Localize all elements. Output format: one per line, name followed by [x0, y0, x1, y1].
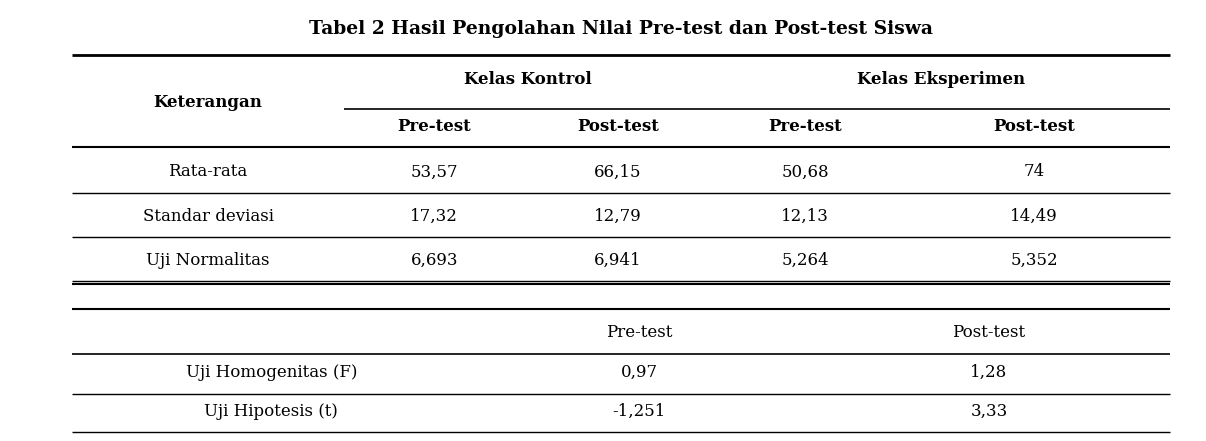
- Text: 14,49: 14,49: [1011, 208, 1058, 224]
- Text: Pre-test: Pre-test: [397, 118, 472, 135]
- Text: 1,28: 1,28: [971, 364, 1007, 381]
- Text: Uji Hipotesis (t): Uji Hipotesis (t): [204, 403, 339, 419]
- Text: 74: 74: [1024, 164, 1044, 180]
- Text: 12,13: 12,13: [781, 208, 829, 224]
- Text: Kelas Kontrol: Kelas Kontrol: [464, 71, 591, 88]
- Text: 5,352: 5,352: [1011, 252, 1058, 269]
- Text: 66,15: 66,15: [595, 164, 642, 180]
- Text: 3,33: 3,33: [971, 403, 1007, 419]
- Text: 6,693: 6,693: [410, 252, 458, 269]
- Text: Tabel 2 Hasil Pengolahan Nilai Pre-test dan Post-test Siswa: Tabel 2 Hasil Pengolahan Nilai Pre-test …: [309, 20, 933, 37]
- Text: 0,97: 0,97: [621, 364, 657, 381]
- Text: Post-test: Post-test: [953, 325, 1025, 341]
- Text: Kelas Eksperimen: Kelas Eksperimen: [856, 71, 1025, 88]
- Text: 50,68: 50,68: [781, 164, 829, 180]
- Text: Pre-test: Pre-test: [605, 325, 673, 341]
- Text: Keterangan: Keterangan: [153, 94, 263, 111]
- Text: 5,264: 5,264: [781, 252, 829, 269]
- Text: 6,941: 6,941: [595, 252, 642, 269]
- Text: Pre-test: Pre-test: [768, 118, 842, 135]
- Text: Post-test: Post-test: [578, 118, 658, 135]
- Text: 12,79: 12,79: [595, 208, 642, 224]
- Text: -1,251: -1,251: [613, 403, 666, 419]
- Text: Uji Normalitas: Uji Normalitas: [146, 252, 270, 269]
- Text: 17,32: 17,32: [410, 208, 458, 224]
- Text: Post-test: Post-test: [994, 118, 1075, 135]
- Text: Standar deviasi: Standar deviasi: [142, 208, 274, 224]
- Text: Rata-rata: Rata-rata: [169, 164, 247, 180]
- Text: Uji Homogenitas (F): Uji Homogenitas (F): [186, 364, 357, 381]
- Text: 53,57: 53,57: [410, 164, 458, 180]
